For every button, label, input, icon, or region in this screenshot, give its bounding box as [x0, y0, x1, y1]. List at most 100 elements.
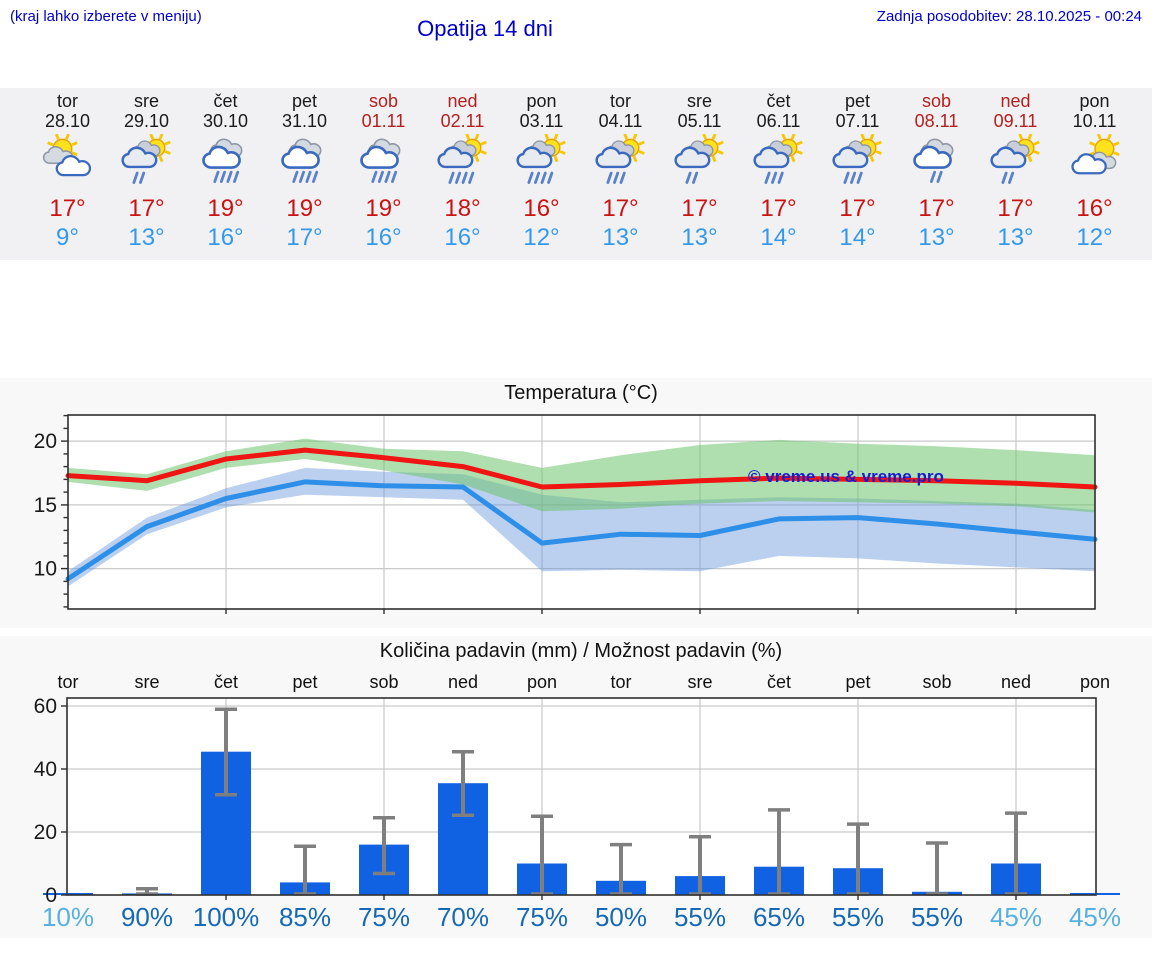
day-date: 04.11	[598, 111, 643, 131]
precip-probability: 55%	[911, 902, 963, 932]
day-name: ned	[1000, 91, 1031, 111]
temp-min: 13°	[128, 224, 165, 251]
sun-cloud-rain3-icon	[828, 133, 888, 188]
precip-probability: 70%	[437, 902, 489, 932]
day-column: sre 05.11 17° 13°	[660, 88, 739, 260]
svg-text:20: 20	[34, 430, 57, 453]
day-date: 31.10	[281, 111, 328, 131]
precip-probability: 65%	[753, 902, 805, 932]
precip-probability: 55%	[832, 902, 884, 932]
precipitation-chart-title: Količina padavin (mm) / Možnost padavin …	[379, 640, 783, 662]
temp-min: 12°	[523, 224, 560, 251]
day-name: čet	[766, 91, 791, 111]
day-name: tor	[609, 91, 631, 111]
day-date: 30.10	[202, 111, 249, 131]
svg-text:20: 20	[34, 821, 57, 844]
temp-max: 18°	[444, 195, 481, 222]
temp-min: 12°	[1076, 224, 1113, 251]
day-name: čet	[213, 91, 238, 111]
day-column: sob 08.11 17° 13°	[897, 88, 976, 260]
sun-cloud-rain4-icon	[433, 133, 493, 188]
day-date: 06.11	[756, 111, 801, 131]
svg-text:60: 60	[34, 695, 57, 718]
temp-min: 13°	[918, 224, 955, 251]
cloud-rain4-icon	[196, 134, 256, 188]
precip-probability: 75%	[358, 902, 410, 932]
temp-max: 19°	[286, 195, 323, 222]
temp-max: 17°	[602, 195, 639, 222]
precip-probability: 85%	[279, 902, 331, 932]
svg-text:10: 10	[34, 558, 57, 581]
precip-day-label: čet	[214, 672, 238, 692]
temp-min: 13°	[997, 224, 1034, 251]
precip-day-label: ned	[448, 672, 478, 692]
day-column: sre 29.10 17° 13°	[107, 88, 186, 260]
cloud-sun-icon	[1065, 133, 1125, 188]
precip-day-label: sob	[369, 672, 398, 692]
precip-day-label: tor	[610, 672, 631, 692]
day-date: 03.11	[519, 111, 564, 131]
day-column: ned 02.11 18° 16°	[423, 88, 502, 260]
day-column: pet 31.10 19° 17°	[265, 88, 344, 260]
temp-min: 14°	[760, 224, 797, 251]
precipitation-figure: Količina padavin (mm) / Možnost padavin …	[0, 636, 1152, 938]
precip-probability: 10%	[42, 902, 94, 932]
day-band: tor 28.10 17° 9° sre 29.10 17° 13° čet 30.10 19° 16…	[0, 88, 1152, 260]
day-name: sob	[368, 91, 399, 111]
day-date: 28.10	[44, 111, 91, 131]
day-name: sre	[686, 91, 712, 111]
temp-max: 17°	[839, 195, 876, 222]
day-name: pon	[1079, 91, 1110, 111]
day-column: sob 01.11 19° 16°	[344, 88, 423, 260]
day-name: pet	[844, 91, 871, 111]
sun-cloud-rain2-icon	[986, 133, 1046, 188]
temp-max: 17°	[997, 195, 1034, 222]
day-date: 29.10	[123, 111, 170, 131]
day-column: čet 30.10 19° 16°	[186, 88, 265, 260]
temp-min: 13°	[681, 224, 718, 251]
day-column: pon 03.11 16° 12°	[502, 88, 581, 260]
precip-day-label: pet	[292, 672, 317, 692]
temp-min: 16°	[207, 224, 244, 251]
day-date: 08.11	[914, 111, 959, 131]
temp-max: 19°	[207, 195, 244, 222]
temp-min: 16°	[444, 224, 481, 251]
precip-day-label: sre	[687, 672, 712, 692]
temp-max: 16°	[523, 195, 560, 222]
precip-probability: 75%	[516, 902, 568, 932]
precip-day-label: čet	[767, 672, 791, 692]
precip-probability: 90%	[121, 902, 173, 932]
last-updated: Zadnja posodobitev: 28.10.2025 - 00:24	[876, 8, 1142, 25]
day-date: 02.11	[440, 111, 485, 131]
precip-probability: 50%	[595, 902, 647, 932]
precip-day-label: pon	[1080, 672, 1110, 692]
cloud-rain4-icon	[354, 134, 414, 188]
day-date: 01.11	[361, 111, 406, 131]
day-name: pet	[291, 91, 318, 111]
watermark-link[interactable]: © vreme.us & vreme.pro	[748, 467, 944, 486]
day-name: pon	[526, 91, 557, 111]
day-name: ned	[447, 91, 478, 111]
cloud-rain2-icon	[907, 134, 967, 188]
precip-probability: 55%	[674, 902, 726, 932]
temperature-chart: 10 15 20 © vreme.us & vreme.pro	[34, 414, 1098, 614]
svg-text:15: 15	[34, 494, 57, 517]
day-column: tor 28.10 17° 9°	[28, 88, 107, 260]
temp-max: 17°	[49, 195, 86, 222]
sun-cloud-rain4-icon	[512, 133, 572, 188]
precip-day-label: sob	[922, 672, 951, 692]
sun-cloud-icon	[38, 133, 98, 188]
day-column: čet 06.11 17° 14°	[739, 88, 818, 260]
day-columns: tor 28.10 17° 9° sre 29.10 17° 13° čet 30.10 19° 16…	[28, 88, 1134, 260]
temp-max: 17°	[918, 195, 955, 222]
day-column: ned 09.11 17° 13°	[976, 88, 1055, 260]
temperature-figure: Temperatura (°C) 10 15 20 © vreme.us & vrem…	[0, 378, 1152, 628]
page-title: Opatija 14 dni	[417, 16, 553, 41]
day-name: sre	[133, 91, 159, 111]
svg-text:40: 40	[34, 758, 57, 781]
temp-max: 17°	[760, 195, 797, 222]
cloud-rain4-icon	[275, 134, 335, 188]
sun-cloud-rain3-icon	[749, 133, 809, 188]
day-column: tor 04.11 17° 13°	[581, 88, 660, 260]
